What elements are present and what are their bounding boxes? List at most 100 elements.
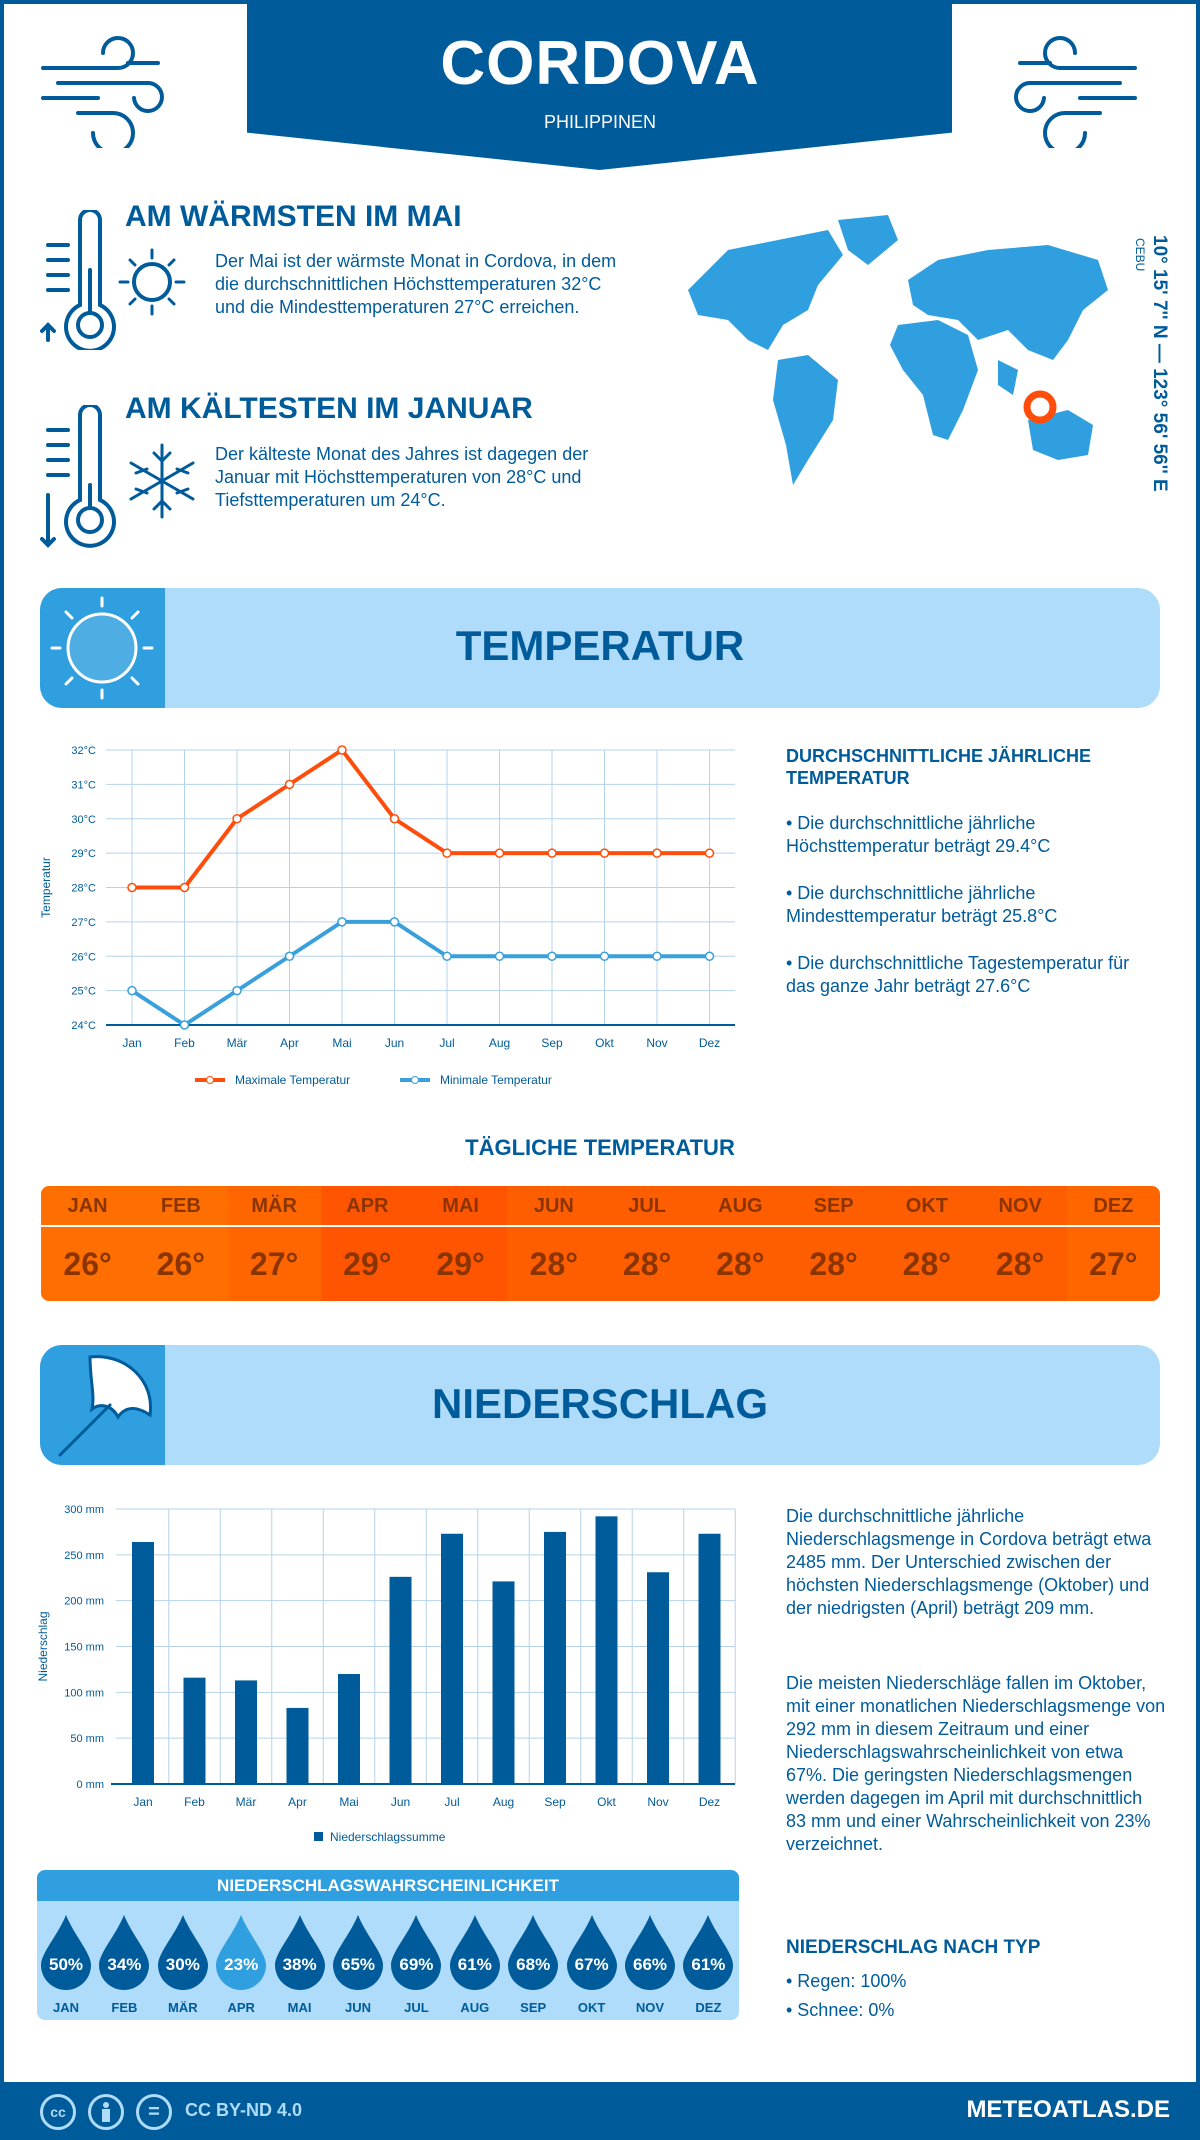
- y-tick-label: 100 mm: [64, 1687, 104, 1699]
- data-point: [494, 951, 505, 961]
- daily-month: SEP: [787, 1186, 881, 1227]
- temperature-banner: [40, 588, 1160, 708]
- legend-swatch: [314, 1832, 323, 1841]
- probability-month: MÄR: [167, 2000, 198, 2015]
- probability-month: JUN: [344, 2000, 371, 2015]
- data-point: [704, 848, 715, 858]
- precipitation-chart: 0 mm 50 mm 100 mm 150 mm 200 mm 250 mm 300 mm J…: [36, 1504, 736, 1844]
- y-tick-label: 32°C: [71, 745, 96, 757]
- daily-temp-value: 29°: [343, 1245, 392, 1282]
- y-tick-label: 25°C: [71, 986, 96, 998]
- daily-temp-column: SEP 28°: [787, 1186, 881, 1301]
- data-point: [599, 951, 610, 961]
- location-marker-icon: [1023, 390, 1057, 424]
- license-label: CC BY-ND 4.0: [185, 2100, 303, 2120]
- series-line: [132, 747, 710, 890]
- probability-month: JAN: [52, 2000, 79, 2015]
- probability-month: FEB: [111, 2000, 138, 2015]
- precip-bar: [389, 1576, 412, 1784]
- probability-month: MAI: [287, 2000, 312, 2015]
- daily-month: JUL: [600, 1186, 694, 1227]
- daily-temp-column: JAN 26°: [41, 1186, 135, 1301]
- x-tick-label: Apr: [288, 1795, 307, 1809]
- data-point: [127, 985, 137, 996]
- x-tick-label: Mär: [227, 1036, 248, 1050]
- y-tick-label: 150 mm: [64, 1642, 104, 1654]
- daily-temp-column: OKT 28°: [880, 1186, 974, 1301]
- precip-bar: [492, 1581, 515, 1784]
- attribution-icon: [88, 2094, 124, 2130]
- data-point: [442, 951, 452, 961]
- umbrella-rain-icon: [58, 1355, 153, 1457]
- precip-bar: [595, 1516, 618, 1784]
- daily-temp-column: JUL 28°: [600, 1186, 694, 1301]
- rain-drop-icon: 61%: [449, 1915, 500, 1990]
- daily-temp-column: DEZ 27°: [1066, 1186, 1160, 1301]
- x-tick-label: Apr: [280, 1036, 299, 1050]
- data-point: [232, 985, 242, 996]
- daily-temp-value: 26°: [63, 1245, 112, 1282]
- precip-bar: [698, 1533, 721, 1784]
- y-tick-label: 29°C: [71, 848, 96, 860]
- daily-temp-value: 27°: [249, 1245, 299, 1282]
- x-tick-label: Dez: [699, 1036, 720, 1050]
- probability-month: APR: [227, 2000, 255, 2015]
- probability-value: 34%: [107, 1955, 142, 1974]
- data-point: [494, 848, 505, 858]
- x-tick-label: Dez: [699, 1795, 720, 1809]
- daily-temp-column: FEB 26°: [134, 1186, 228, 1301]
- precip-bar: [647, 1572, 669, 1784]
- x-tick-label: Okt: [595, 1036, 614, 1050]
- precip-bar: [441, 1533, 463, 1784]
- x-tick-label: Jul: [444, 1795, 459, 1809]
- data-point: [179, 1020, 190, 1030]
- wind-icon-right: [1014, 36, 1137, 148]
- probability-value: 65%: [340, 1955, 376, 1974]
- temperature-title: TEMPERATUR: [455, 622, 745, 669]
- probability-value: 67%: [574, 1955, 609, 1974]
- daily-temp-table: JAN 26° FEB 26° MÄR 27° APR 29° MAI 29° JUN 28° JUL 2…: [41, 1186, 1160, 1301]
- x-tick-label: Nov: [646, 1036, 667, 1050]
- warmest-text: Der Mai ist der wärmste Monat in Cordova…: [215, 251, 617, 317]
- daily-temp-column: AUG 28°: [693, 1186, 787, 1301]
- precip-bar: [338, 1674, 360, 1784]
- rain-drop-icon: 66%: [625, 1915, 675, 1990]
- daily-temp-value: 29°: [436, 1245, 485, 1282]
- daily-month: FEB: [134, 1186, 228, 1227]
- footer: cc = CC BY-ND 4.0 METEOATLAS.DE: [0, 2082, 1200, 2140]
- probability-month: JUL: [404, 2000, 429, 2015]
- legend-marker: [411, 1076, 419, 1084]
- precipitation-banner: [40, 1345, 1160, 1465]
- rain-drop-icon: 61%: [683, 1915, 734, 1990]
- daily-month: NOV: [973, 1186, 1067, 1227]
- rain-drop-icon: 38%: [274, 1915, 325, 1990]
- y-tick-label: 31°C: [71, 779, 96, 791]
- city-title: CORDOVA: [440, 29, 760, 98]
- data-point: [284, 779, 295, 790]
- annual-max-bullet: • Die durchschnittliche jährliche Höchst…: [786, 813, 1051, 856]
- probability-value: 61%: [457, 1955, 492, 1974]
- x-tick-label: Aug: [489, 1036, 510, 1050]
- daily-temp-value: 28°: [716, 1245, 765, 1282]
- x-tick-label: Mai: [339, 1795, 358, 1809]
- daily-temp-value: 28°: [902, 1245, 952, 1282]
- daily-temp-value: 28°: [622, 1245, 672, 1282]
- x-tick-label: Jan: [133, 1795, 152, 1809]
- world-map: [688, 215, 1108, 485]
- probability-month: NOV: [635, 2000, 665, 2015]
- daily-month: MÄR: [227, 1186, 321, 1227]
- data-point: [389, 814, 400, 824]
- precip-bar: [235, 1680, 257, 1784]
- wind-icon-left: [41, 36, 164, 148]
- site-link[interactable]: METEOATLAS.DE: [966, 2096, 1170, 2123]
- x-tick-label: Jan: [122, 1036, 141, 1050]
- precipitation-detail: Die meisten Niederschläge fallen im Okto…: [786, 1673, 1166, 1854]
- daily-month: AUG: [693, 1186, 787, 1227]
- precipitation-summary: Die durchschnittliche jährliche Niedersc…: [786, 1506, 1152, 1618]
- probability-value: 66%: [632, 1955, 668, 1974]
- y-tick-label: 24°C: [71, 1020, 96, 1032]
- rain-drop-icon: 34%: [99, 1915, 150, 1990]
- daily-temp-column: MÄR 27°: [227, 1186, 321, 1301]
- y-tick-label: 0 mm: [77, 1779, 105, 1791]
- data-point: [652, 848, 662, 858]
